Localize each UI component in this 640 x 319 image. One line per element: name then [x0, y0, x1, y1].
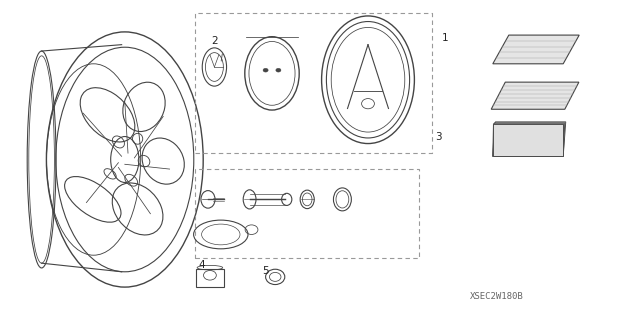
Polygon shape	[493, 123, 564, 156]
Polygon shape	[493, 35, 579, 64]
Polygon shape	[492, 82, 579, 109]
Text: XSEC2W180B: XSEC2W180B	[470, 293, 524, 301]
Text: 4: 4	[198, 260, 205, 270]
Text: 3: 3	[435, 132, 442, 142]
Ellipse shape	[276, 68, 281, 72]
Text: 2: 2	[211, 36, 218, 47]
Bar	[195, 169, 419, 258]
Text: 5: 5	[262, 266, 269, 276]
Polygon shape	[493, 124, 564, 156]
Polygon shape	[493, 124, 563, 156]
Ellipse shape	[263, 68, 268, 72]
Polygon shape	[493, 122, 566, 156]
Text: 1: 1	[442, 33, 448, 43]
Bar	[195, 13, 432, 153]
